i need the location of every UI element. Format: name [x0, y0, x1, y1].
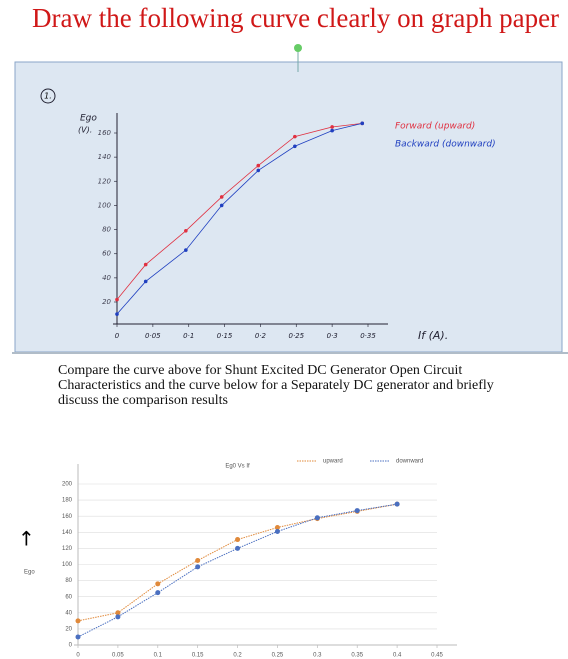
x-tick-label: 0·25: [288, 332, 304, 340]
data-point: [293, 134, 297, 139]
data-point: [184, 228, 188, 233]
data-point: [143, 279, 148, 284]
data-point: [219, 195, 224, 199]
photo-number: 1.: [44, 92, 52, 101]
data-point: [235, 537, 241, 543]
x-tick-label: 0.1: [154, 653, 163, 659]
y-label: Ego: [24, 570, 35, 576]
data-point: [143, 262, 148, 267]
data-point: [184, 248, 188, 252]
data-point: [115, 297, 119, 302]
data-point: [394, 501, 400, 507]
y-tick-label: 160: [62, 514, 73, 520]
legend-label: downward: [396, 459, 423, 465]
data-point: [115, 312, 119, 316]
y-tick-label: 100: [98, 201, 112, 209]
data-point: [155, 581, 161, 587]
data-point: [219, 203, 224, 208]
y-tick-label: 40: [65, 610, 72, 616]
y-tick-label: 80: [102, 226, 111, 234]
data-point: [330, 125, 334, 129]
x-tick-label: 0·35: [360, 332, 376, 340]
x-tick-label: 0.45: [431, 653, 443, 659]
series-line: [116, 122, 363, 315]
x-tick-label: 0·05: [145, 332, 161, 340]
y-tick-label: 140: [98, 153, 112, 161]
data-point: [314, 515, 320, 521]
x-tick-label: 0·1: [183, 332, 194, 340]
chart-title: Eg0 Vs If: [225, 464, 250, 470]
data-point: [75, 618, 81, 624]
arrow: ↑: [18, 527, 35, 551]
frame-edge: [12, 352, 568, 354]
x-label: If (A).: [418, 329, 448, 342]
x-tick-label: 0.3: [313, 653, 322, 659]
y-tick-label: 40: [102, 274, 111, 282]
data-point: [274, 528, 280, 534]
data-point: [155, 590, 161, 596]
data-point: [330, 128, 334, 133]
data-point: [293, 144, 297, 149]
legend-bg: [295, 458, 565, 470]
data-point: [360, 121, 365, 126]
data-point: [235, 545, 241, 551]
y-label: Ego: [80, 114, 97, 124]
legend-label: upward: [323, 459, 343, 465]
y-tick-label: 180: [62, 498, 73, 504]
y-tick-label: 140: [62, 530, 73, 536]
y-tick-label: 200: [62, 482, 73, 488]
legend-label: Backward (downward): [395, 140, 496, 150]
data-point: [195, 557, 201, 563]
x-tick-label: 0: [76, 653, 80, 659]
y-tick-label: 20: [102, 298, 111, 306]
y-tick-label: 120: [98, 177, 112, 185]
x-tick-label: 0.15: [192, 653, 204, 659]
y-tick-label: 0: [69, 643, 73, 649]
data-point: [354, 508, 360, 514]
x-tick-label: 0.05: [112, 653, 124, 659]
x-tick-label: 0.2: [233, 653, 242, 659]
photo-frame: [14, 61, 563, 353]
rotate-knob: [294, 44, 302, 52]
data-point: [274, 524, 280, 530]
x-tick-label: 0.4: [393, 653, 402, 659]
x-tick-label: 0·2: [255, 332, 267, 340]
data-point: [115, 610, 121, 616]
y-tick-label: 80: [65, 578, 72, 584]
data-point: [256, 163, 261, 168]
number-circle: [40, 88, 56, 104]
y-tick-label: 160: [98, 129, 112, 137]
y-tick-label: 20: [65, 626, 72, 632]
legend-label: Forward (upward): [395, 122, 475, 132]
data-point: [195, 564, 201, 570]
data-point: [256, 168, 261, 173]
series-line: [116, 122, 363, 300]
y-unit: (V).: [78, 126, 92, 135]
x-tick-label: 0·3: [327, 332, 338, 340]
x-tick-label: 0·15: [217, 332, 233, 340]
x-tick-label: 0.25: [272, 653, 284, 659]
y-tick-label: 120: [62, 546, 73, 552]
x-tick-label: 0.35: [351, 653, 363, 659]
x-tick-label: 0: [115, 332, 120, 340]
y-tick-label: 60: [65, 594, 72, 600]
data-point: [75, 634, 81, 640]
data-point: [115, 614, 121, 620]
y-tick-label: 100: [62, 562, 73, 568]
title: Draw the following curve clearly on grap…: [32, 3, 560, 33]
y-tick-label: 60: [102, 250, 111, 258]
series-line: [77, 503, 398, 622]
instruction: Compare the curve above for Shunt Excite…: [58, 363, 494, 408]
series-line: [77, 503, 398, 638]
